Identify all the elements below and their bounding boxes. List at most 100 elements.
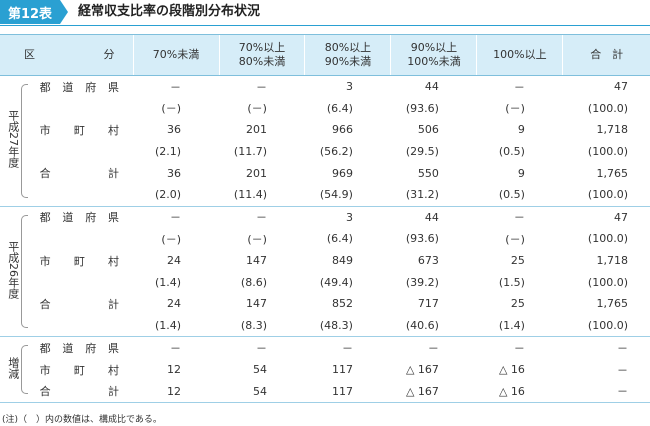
table-row: (1.4) (8.3) (48.3) (40.6) (1.4) (100.0) xyxy=(0,314,650,338)
table-row: (－) (－) (6.4) (93.6) (－) (100.0) xyxy=(0,98,650,120)
value-cell: (2.1) xyxy=(154,145,182,159)
row-label-cell: 市町村 xyxy=(26,250,133,272)
value-cell: 147 xyxy=(245,254,267,268)
value-cell: 36 xyxy=(167,166,182,180)
table-header: 第12表 経常収支比率の段階別分布状況 xyxy=(0,0,650,26)
value-cell: － xyxy=(255,211,267,225)
value-cell: 852 xyxy=(331,297,353,311)
row-label-char: 道 xyxy=(62,211,74,225)
row-label-cell: 合計 xyxy=(25,380,134,403)
row-label-char: 村 xyxy=(108,363,120,377)
value-cell: (11.7) xyxy=(233,145,267,159)
group-label: 平成27年度 xyxy=(6,110,20,169)
row-label-cell xyxy=(25,314,134,338)
table-row: 市 町 村 24 147 849 673 25 1,718 xyxy=(0,250,650,272)
group-label-cell: 平成27年度 xyxy=(0,75,28,207)
column-header: 合 計 xyxy=(562,34,650,76)
column-header-line: 90%未満 xyxy=(324,55,372,68)
value-cell: (31.2) xyxy=(390,183,477,207)
row-label-char: 町 xyxy=(73,123,85,137)
value-cell: (100.0) xyxy=(562,314,650,338)
value-cell: (－) xyxy=(247,102,267,116)
row-label: 都道府県 xyxy=(26,340,133,356)
row-label: 市町村 xyxy=(26,253,133,269)
table-number-badge: 第12表 xyxy=(0,0,60,24)
row-label-char: 都 xyxy=(39,80,51,94)
value-cell: 54 xyxy=(252,363,267,377)
row-label-cell: 市町村 xyxy=(26,359,133,381)
column-header: 80%以上 90%未満 xyxy=(304,34,391,76)
column-header-line: 100%以上 xyxy=(493,48,547,61)
value-cell: △ 167 xyxy=(390,380,477,403)
value-cell: (100.0) xyxy=(562,183,650,207)
row-label-char: 計 xyxy=(108,167,120,181)
value-cell: － xyxy=(617,363,628,377)
value-cell: 550 xyxy=(417,166,439,180)
row-label-char: 県 xyxy=(108,80,120,94)
value-cell: 24 xyxy=(167,254,182,268)
value-cell: (93.6) xyxy=(405,101,439,115)
value-cell: (－) xyxy=(161,102,182,116)
row-label-cell xyxy=(26,271,133,293)
column-header: 70%未満 xyxy=(132,34,220,76)
value-cell: (100.0) xyxy=(587,101,628,115)
value-cell: (－) xyxy=(247,232,267,246)
value-cell: 1,765 xyxy=(596,297,629,311)
row-label: 合計 xyxy=(26,165,133,181)
row-label-char: 市 xyxy=(39,123,51,137)
column-header-line: 90%以上 xyxy=(410,41,458,54)
row-label-cell xyxy=(26,98,133,120)
row-label-char: 合 xyxy=(39,385,51,399)
row-label: 市町村 xyxy=(26,362,133,378)
row-label-cell xyxy=(26,141,133,163)
table-row: 平成27年度 都道府県 － － 3 44 － 47 xyxy=(0,75,650,207)
value-cell: 3 xyxy=(345,80,353,94)
table-row: (2.0) (11.4) (54.9) (31.2) (0.5) (100.0) xyxy=(0,183,650,207)
value-cell: △ 16 xyxy=(476,380,563,403)
value-cell: － xyxy=(617,341,628,355)
row-label: 合計 xyxy=(26,383,133,399)
value-cell: 201 xyxy=(245,166,267,180)
row-label: 都道府県 xyxy=(26,209,133,225)
row-label-char: 都 xyxy=(39,211,51,225)
value-cell: 969 xyxy=(331,166,353,180)
row-label-cell xyxy=(25,183,134,207)
value-cell: － xyxy=(170,80,182,94)
table-row: (－) (－) (6.4) (93.6) (－) (100.0) xyxy=(0,228,650,250)
row-label: 合計 xyxy=(26,296,133,312)
value-cell: △ 167 xyxy=(405,363,439,377)
column-header-line: 100%未満 xyxy=(407,55,461,68)
value-cell: (－) xyxy=(505,102,525,116)
row-label-char: 府 xyxy=(85,80,97,94)
value-cell: (1.4) xyxy=(154,275,182,289)
column-header-row: 区 分 70%未満 70%以上 80%未満 80%以上 90%未満 90%以上 100%未満… xyxy=(0,34,650,76)
value-cell: 44 xyxy=(424,80,439,94)
value-cell: 849 xyxy=(331,254,353,268)
row-label-char: 町 xyxy=(73,254,85,268)
value-cell: (6.4) xyxy=(326,232,353,246)
table-row: (1.4) (8.6) (49.4) (39.2) (1.5) (100.0) xyxy=(0,271,650,293)
value-cell: 12 xyxy=(133,380,220,403)
value-cell: 506 xyxy=(417,123,439,137)
value-cell: 44 xyxy=(424,210,439,224)
table-row: 市 町 村 36 201 966 506 9 1,718 xyxy=(0,119,650,141)
value-cell: － xyxy=(513,341,525,355)
value-cell: 47 xyxy=(614,210,628,224)
row-label-cell: 合計 xyxy=(26,293,133,315)
value-cell: 673 xyxy=(417,254,439,268)
corner-right-label: 分 xyxy=(103,48,115,61)
row-label-char: 村 xyxy=(108,254,120,268)
row-label-char: 合 xyxy=(39,297,51,311)
value-cell: 25 xyxy=(510,254,525,268)
value-cell: (56.2) xyxy=(319,145,353,159)
corner-left-label: 区 xyxy=(24,48,35,61)
table-row: (2.1) (11.7) (56.2) (29.5) (0.5) (100.0) xyxy=(0,141,650,163)
value-cell: － xyxy=(170,211,182,225)
value-cell: 25 xyxy=(510,297,525,311)
column-header: 70%以上 80%未満 xyxy=(218,34,305,76)
bracket-icon xyxy=(20,345,28,394)
value-cell: 9 xyxy=(517,166,525,180)
table-row: 合計 24 147 852 717 25 1,765 xyxy=(0,293,650,315)
value-cell: － xyxy=(255,80,267,94)
value-cell: (1.5) xyxy=(498,275,525,289)
